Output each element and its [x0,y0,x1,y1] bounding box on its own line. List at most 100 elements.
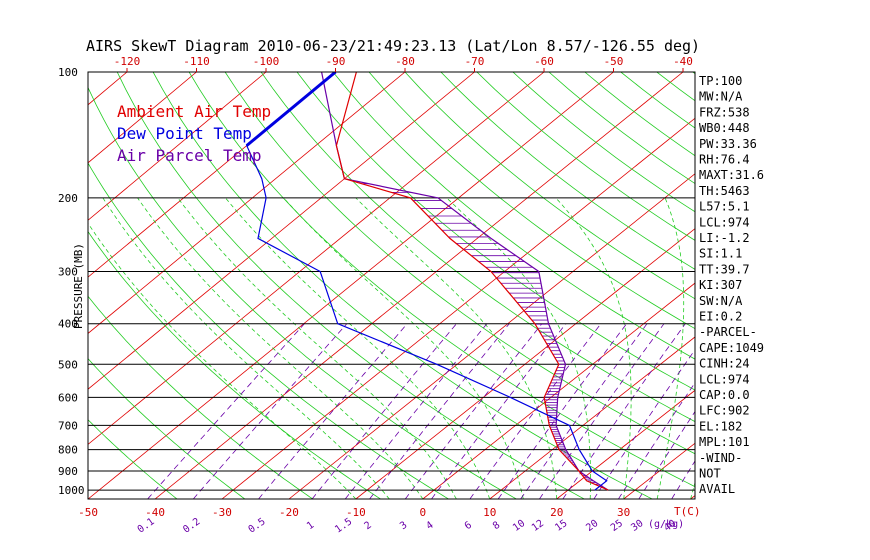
mixing-ratio-axis: 0.1 0.2 0.5 1 1.5 2 3 4 6 8 10 12 15 20 25 30 40 [136,516,679,535]
dry-adiabat-line [404,72,695,300]
legend-entry: Dew Point Temp [117,124,252,143]
pressure-tick-label: 400 [58,318,78,331]
bottom-temp-tick-label: -40 [145,506,165,519]
dry-adiabat-line [88,86,517,499]
moist-adiabat-line [88,222,357,499]
mixing-ratio-tick-label: 0.2 [181,516,202,535]
mixing-ratio-tick-label: 0.1 [136,516,157,535]
ambient-temp-line [335,72,609,491]
isotherm-line [489,336,695,499]
legend-entry: Ambient Air Temp [117,102,271,121]
isotherm-line [556,389,695,499]
isotherm-line [422,282,695,499]
isotherm-line [355,228,695,499]
dry-adiabat-line [296,72,695,391]
index-entry: CAP:0.0 [699,388,750,402]
moist-adiabat-line [177,197,457,499]
pressure-tick-label: 700 [58,419,78,432]
index-entry: TT:39.7 [699,262,750,276]
mixing-ratio-unit-label: (g/kg) [648,519,684,530]
mixing-ratio-tick-label: 6 [463,520,474,532]
top-temp-tick-label: -50 [604,55,624,68]
bottom-temp-tick-label: 30 [617,506,630,519]
bottom-temp-tick-label: -20 [279,506,299,519]
dry-adiabat-line [88,357,246,499]
dry-adiabat-line [116,72,585,499]
mixing-ratio-tick-label: 30 [629,518,645,534]
chart-title: AIRS SkewT Diagram 2010-06-23/21:49:23.1… [86,37,700,55]
mixing-ratio-line [469,323,602,499]
index-entry: NOT [699,467,721,481]
dry-adiabat-line [152,72,653,499]
parcel-temp-line [321,72,609,491]
mixing-ratio-tick-label: 10 [511,518,527,534]
mixing-ratio-tick-label: 8 [491,520,502,532]
mixing-ratio-line [562,323,686,499]
dry-adiabat-line [656,72,695,102]
index-entry: KI:307 [699,278,742,292]
isotherm-line [88,72,545,445]
top-temp-tick-label: -80 [395,55,415,68]
dry-adiabat-line [440,72,695,270]
moist-adiabat-line [102,197,390,499]
top-temp-tick-label: -60 [534,55,554,68]
pressure-axis: 100 200 300 400 500 600 700 800 900 1000 [58,66,85,497]
index-entry: RH:76.4 [699,153,750,167]
isotherm-line [221,117,695,499]
legend: Ambient Air Temp Dew Point Temp Air Parcel… [117,102,271,165]
index-entry: LFC:902 [699,404,750,418]
pressure-tick-label: 800 [58,444,78,457]
index-entry: MPL:101 [699,435,750,449]
mixing-ratio-line [404,323,543,499]
bottom-temperature-axis: -50 -40 -30 -20 -10 0 10 20 30 [78,506,630,519]
index-entry: LCL:974 [699,215,750,229]
isotherm-line [288,173,695,499]
dry-adiabat-line [260,72,695,423]
mixing-ratio-tick-label: 3 [398,520,409,532]
top-temp-tick-label: -120 [114,55,141,68]
mixing-ratio-line [618,382,695,499]
isotherm-line [88,72,475,390]
isotherm-line [88,72,614,499]
dry-adiabat-line [801,72,870,499]
index-entry: TP:100 [699,74,742,88]
index-entry: PW:33.36 [699,137,757,151]
isotherm-line [758,72,870,499]
mixing-ratio-line [431,323,567,499]
mixing-ratio-line [638,410,695,499]
mixing-ratio-tick-label: 0.5 [247,516,268,535]
index-entry: FRZ:538 [699,105,750,119]
moist-adiabat-line [355,197,558,499]
mixing-ratio-tick-label: 1.5 [333,516,354,535]
index-entry: EI:0.2 [699,310,742,324]
index-entry: L57:5.1 [699,200,750,214]
bottom-temp-tick-label: 20 [550,506,563,519]
index-entry: LI:-1.2 [699,231,750,245]
isotherm-line [825,72,870,499]
mixing-ratio-tick-label: 25 [609,518,625,534]
dry-adiabat-line [88,230,381,499]
pressure-tick-label: 1000 [58,484,85,497]
dry-adiabat-line [332,72,695,360]
pressure-tick-label: 300 [58,266,78,279]
isotherm-line [88,72,406,334]
dewpoint-line [245,72,608,491]
mixing-ratio-line [497,323,627,499]
pressure-tick-label: 600 [58,391,78,404]
index-entry: AVAIL [699,482,735,496]
mixing-ratio-line [520,323,648,499]
mixing-ratio-line [193,323,348,499]
pressure-tick-label: 900 [58,465,78,478]
mixing-ratio-tick-label: 15 [553,518,569,534]
moist-adiabat-line [446,197,591,499]
mixing-ratio-tick-label: 20 [584,518,600,534]
mixing-ratio-line [593,348,695,499]
top-temperature-axis: -120 -110 -100 -90 -80 -70 -60 -50 -40 [114,55,693,72]
top-temp-tick-label: -70 [465,55,485,68]
mixing-ratio-line [369,323,510,499]
mixing-ratio-tick-label: 2 [363,520,374,532]
dry-adiabat-line [88,295,314,499]
top-temp-tick-label: -100 [253,55,280,68]
